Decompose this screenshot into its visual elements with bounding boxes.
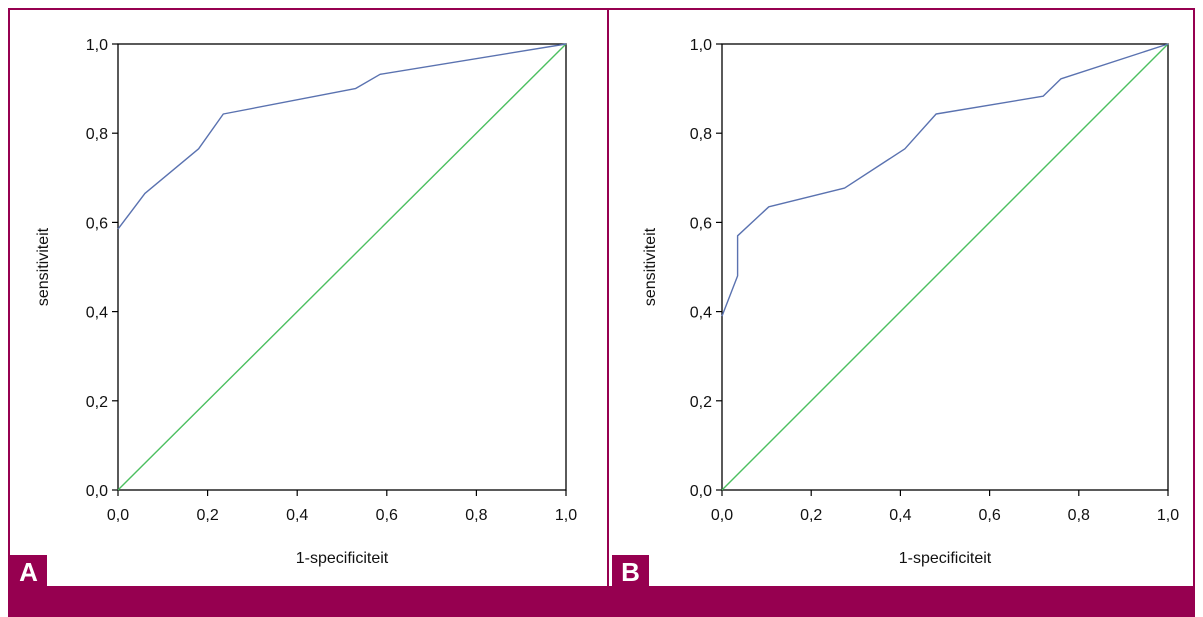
panel-a-label: A <box>10 555 47 590</box>
y-tick-label-b-2: 0,4 <box>690 305 712 322</box>
x-tick-label-b-2: 0,4 <box>889 507 911 524</box>
x-tick-label-a-3: 0,6 <box>376 507 398 524</box>
y-tick-label-b-5: 1,0 <box>690 37 712 54</box>
roc-curve-b <box>721 43 1169 317</box>
y-tick-label-b-1: 0,2 <box>690 394 712 411</box>
y-tick-label-a-3: 0,6 <box>86 215 108 232</box>
y-axis-label-b: sensitiviteit <box>642 227 659 306</box>
y-axis-label-a: sensitiviteit <box>35 227 52 306</box>
y-tick-label-a-5: 1,0 <box>86 37 108 54</box>
x-axis-label-b: 1-specificiteit <box>899 550 992 567</box>
y-tick-label-a-2: 0,4 <box>86 305 108 322</box>
plot-frame-b <box>721 43 1169 491</box>
y-tick-label-a-0: 0,0 <box>86 483 108 500</box>
x-tick-label-b-5: 1,0 <box>1157 507 1179 524</box>
y-tick-label-b-4: 0,8 <box>690 126 712 143</box>
y-tick-label-a-1: 0,2 <box>86 394 108 411</box>
x-tick-label-a-2: 0,4 <box>286 507 308 524</box>
x-tick-label-b-1: 0,2 <box>800 507 822 524</box>
y-tick-label-a-4: 0,8 <box>86 126 108 143</box>
x-axis-label-a: 1-specificiteit <box>296 550 389 567</box>
bottom-color-bar <box>8 588 1195 617</box>
reference-diagonal-b <box>721 43 1169 491</box>
x-tick-label-b-0: 0,0 <box>711 507 733 524</box>
x-tick-label-b-3: 0,6 <box>978 507 1000 524</box>
x-tick-label-a-0: 0,0 <box>107 507 129 524</box>
x-tick-label-b-4: 0,8 <box>1068 507 1090 524</box>
panel-b-frame <box>609 8 1195 588</box>
panel-b-label: B <box>612 555 649 590</box>
x-tick-label-a-1: 0,2 <box>196 507 218 524</box>
reference-diagonal-a <box>117 43 567 491</box>
roc-curve-a <box>117 43 567 230</box>
y-tick-label-b-0: 0,0 <box>690 483 712 500</box>
x-tick-label-a-5: 1,0 <box>555 507 577 524</box>
plot-frame-a <box>117 43 567 491</box>
x-tick-label-a-4: 0,8 <box>465 507 487 524</box>
y-tick-label-b-3: 0,6 <box>690 215 712 232</box>
panel-a-frame <box>8 8 609 588</box>
